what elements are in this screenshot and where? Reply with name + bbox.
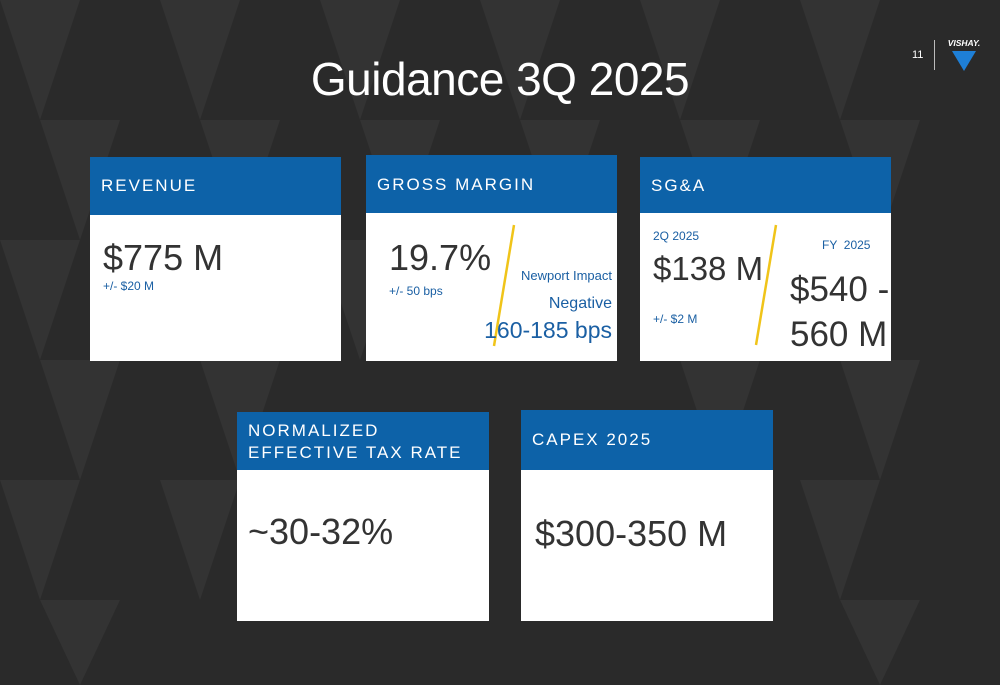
revenue-card: REVENUE $775 M +/- $20 M [90,157,341,361]
sga-fy-label: FY 2025 [822,238,871,252]
tax-rate-header: NORMALIZED EFFECTIVE TAX RATE [237,412,489,470]
gross-margin-range: +/- 50 bps [389,284,443,298]
sga-quarter-range: +/- $2 M [653,312,698,326]
sga-fy-value-line2: 560 M [790,315,888,354]
gross-margin-card: GROSS MARGIN 19.7% +/- 50 bps Newport Im… [366,155,617,361]
sga-header-label: SG&A [651,176,707,195]
sga-quarter-label: 2Q 2025 [653,229,700,243]
logo-triangle-icon [952,51,976,71]
capex-header-label: CAPEX 2025 [532,430,653,449]
gross-margin-header: GROSS MARGIN [366,155,617,213]
gross-margin-value: 19.7% [389,237,492,278]
newport-impact-value: 160-185 bps [484,317,612,343]
sga-header: SG&A [640,157,891,213]
sga-divider [754,224,778,346]
gross-margin-header-label: GROSS MARGIN [377,175,536,194]
revenue-range: +/- $20 M [103,279,155,293]
page-number: 11 [912,49,924,61]
revenue-value: $775 M [103,237,224,278]
logo-text: VISHAY. [947,38,981,48]
slide-title: Guidance 3Q 2025 [310,53,690,105]
revenue-header-label: REVENUE [101,176,198,195]
sga-fy-value-line1: $540 - [790,270,890,309]
tax-rate-card: NORMALIZED EFFECTIVE TAX RATE ~30-32% [237,412,489,621]
sga-card: SG&A 2Q 2025 $138 M +/- $2 M FY 2025 $54… [640,157,891,361]
revenue-header: REVENUE [90,157,341,215]
capex-header: CAPEX 2025 [521,410,773,470]
capex-value: $300-350 M [535,513,728,554]
tax-rate-value: ~30-32% [248,511,394,552]
logo-divider [934,40,935,70]
tax-rate-header-line1: NORMALIZED [248,421,380,440]
capex-card: CAPEX 2025 $300-350 M [521,410,773,621]
vishay-logo: VISHAY. [944,38,984,74]
tax-rate-header-line2: EFFECTIVE TAX RATE [248,443,463,462]
newport-impact-label: Newport Impact [520,268,612,283]
sga-quarter-value: $138 M [653,250,764,287]
gross-margin-divider [492,224,516,347]
newport-impact-direction: Negative [548,295,612,312]
